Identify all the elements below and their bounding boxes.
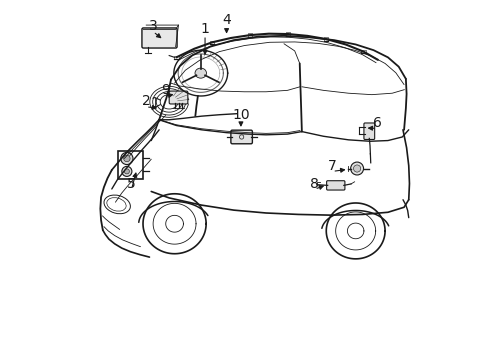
Ellipse shape <box>195 68 206 78</box>
Text: 5: 5 <box>127 177 136 190</box>
FancyBboxPatch shape <box>142 28 177 48</box>
FancyBboxPatch shape <box>230 130 252 144</box>
Circle shape <box>350 162 363 175</box>
Text: 6: 6 <box>372 116 381 130</box>
Text: 10: 10 <box>232 108 249 122</box>
Text: 4: 4 <box>222 13 230 27</box>
Text: 2: 2 <box>141 94 150 108</box>
Bar <box>118 150 143 179</box>
Circle shape <box>122 166 132 176</box>
FancyBboxPatch shape <box>363 123 374 139</box>
FancyBboxPatch shape <box>326 181 344 190</box>
Text: 8: 8 <box>309 177 318 190</box>
Text: 3: 3 <box>148 19 157 33</box>
Text: 1: 1 <box>200 22 209 36</box>
Text: 9: 9 <box>161 84 170 97</box>
Circle shape <box>121 152 133 165</box>
FancyBboxPatch shape <box>169 91 187 104</box>
Circle shape <box>123 155 130 162</box>
Text: 7: 7 <box>327 159 336 173</box>
Circle shape <box>353 165 360 172</box>
Circle shape <box>124 169 129 174</box>
